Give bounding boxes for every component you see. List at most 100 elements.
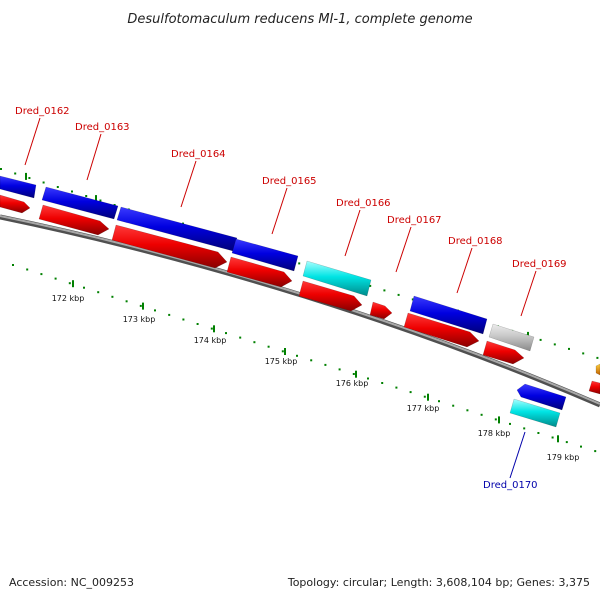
gene-0166-arrow[interactable]	[298, 280, 363, 312]
tick-dot	[111, 295, 114, 298]
tick-dot	[196, 323, 199, 325]
gene-0168-arrow[interactable]	[403, 312, 480, 348]
gene-0162-box[interactable]	[0, 175, 37, 199]
tick-dot	[383, 289, 386, 292]
gene-label-dred-0164[interactable]: Dred_0164	[171, 149, 226, 160]
tick-dot	[395, 386, 398, 389]
map-title: Desulfotomaculum reducens MI-1, complete…	[127, 12, 472, 27]
scale-label: 172 kbp	[52, 294, 85, 303]
scale-label: 178 kbp	[478, 429, 511, 438]
tick-dot	[54, 277, 57, 280]
tick-dot	[452, 404, 455, 407]
gene-label-dred-0162[interactable]: Dred_0162	[15, 106, 70, 117]
tick-dot	[580, 445, 582, 448]
tick-dot	[12, 264, 14, 266]
label-leader-lines	[24, 117, 537, 479]
leader-dred-0162	[24, 117, 41, 166]
gene-0169-box[interactable]	[488, 323, 535, 352]
tick-major	[142, 302, 144, 310]
tick-dot	[296, 354, 298, 357]
gene-0170-box[interactable]	[509, 398, 561, 428]
tick-dot	[125, 300, 128, 303]
tick-major	[557, 435, 559, 443]
gene-label-dred-0167[interactable]: Dred_0167	[387, 215, 442, 226]
genome-backbone-highlight	[0, 215, 600, 405]
tick-dot	[28, 177, 31, 179]
scale-label: 179 kbp	[547, 453, 580, 462]
gene-0168-box[interactable]	[409, 295, 488, 335]
leader-dred-0168	[456, 247, 473, 294]
tick-dot	[438, 400, 440, 403]
tick-dot	[381, 382, 384, 384]
tick-dot	[480, 413, 483, 416]
tick-dot	[553, 343, 556, 346]
gene-label-dred-0163[interactable]: Dred_0163	[75, 122, 130, 133]
gene-label-dred-0170[interactable]: Dred_0170	[483, 480, 538, 491]
tick-dot	[182, 318, 185, 321]
tick-major	[213, 325, 215, 333]
tick-dot	[298, 262, 301, 265]
leader-dred-0169	[520, 270, 537, 317]
gene-0163-arrow[interactable]	[38, 204, 110, 236]
tick-dot	[168, 313, 171, 316]
tick-dot	[338, 368, 341, 371]
gene-0167-arrow[interactable]	[369, 301, 393, 320]
tick-dot	[267, 345, 270, 348]
tick-dot	[26, 268, 29, 271]
tick-dot	[40, 273, 43, 276]
scale-label: 175 kbp	[265, 357, 298, 366]
tick-dot	[97, 291, 100, 294]
tick-dot	[568, 347, 570, 350]
gene-features	[0, 175, 600, 428]
tick-dot	[582, 352, 585, 355]
leader-dred-0165	[271, 187, 288, 235]
tick-dot	[42, 181, 45, 184]
gene-0169-arrow[interactable]	[482, 340, 525, 365]
gene-label-dred-0169[interactable]: Dred_0169	[512, 259, 567, 270]
leader-dred-0164	[180, 160, 197, 208]
gene-0162-arrow[interactable]	[0, 194, 31, 214]
tick-dot	[509, 422, 511, 425]
tick-dot	[594, 450, 597, 453]
tick-dot	[85, 195, 88, 197]
gene-next-marker[interactable]	[595, 363, 600, 376]
gene-labels: Dred_0162 Dred_0163 Dred_0164 Dred_0165 …	[15, 106, 567, 491]
tick-dot	[56, 186, 59, 188]
tick-dot	[565, 441, 568, 444]
tick-dot	[537, 432, 540, 434]
tick-dot	[253, 341, 256, 344]
gene-label-dred-0168[interactable]: Dred_0168	[448, 236, 503, 247]
gene-next-arrow[interactable]	[588, 380, 600, 395]
gene-label-dred-0166[interactable]: Dred_0166	[336, 198, 391, 209]
genome-backbone	[0, 214, 600, 408]
tick-dot	[210, 327, 213, 330]
scale-label: 176 kbp	[336, 379, 369, 388]
gene-label-dred-0165[interactable]: Dred_0165	[262, 176, 317, 187]
tick-dot	[154, 309, 156, 312]
tick-dot	[466, 409, 469, 412]
leader-dred-0163	[86, 133, 102, 181]
gene-0163-box[interactable]	[41, 186, 119, 220]
gene-0170-arrow[interactable]	[516, 383, 567, 411]
tick-dot	[281, 350, 284, 353]
tick-major	[72, 280, 74, 288]
gene-0164-arrow[interactable]	[111, 224, 228, 269]
tick-major	[498, 416, 500, 424]
gene-0165-arrow[interactable]	[226, 256, 293, 288]
leader-dred-0167	[395, 226, 412, 273]
leader-dred-0166	[344, 209, 361, 257]
tick-dot	[0, 168, 2, 170]
scale-label: 177 kbp	[407, 404, 440, 413]
gene-0165-box[interactable]	[231, 238, 299, 272]
tick-major	[284, 348, 286, 355]
tick-dot	[551, 436, 554, 439]
tick-major	[25, 172, 27, 180]
tick-dot	[539, 338, 542, 341]
gene-0166-box[interactable]	[302, 260, 372, 297]
accession-label: Accession: NC_009253	[9, 576, 134, 589]
tick-major	[95, 195, 97, 203]
scale-label: 174 kbp	[194, 336, 227, 345]
tick-major	[427, 393, 429, 401]
